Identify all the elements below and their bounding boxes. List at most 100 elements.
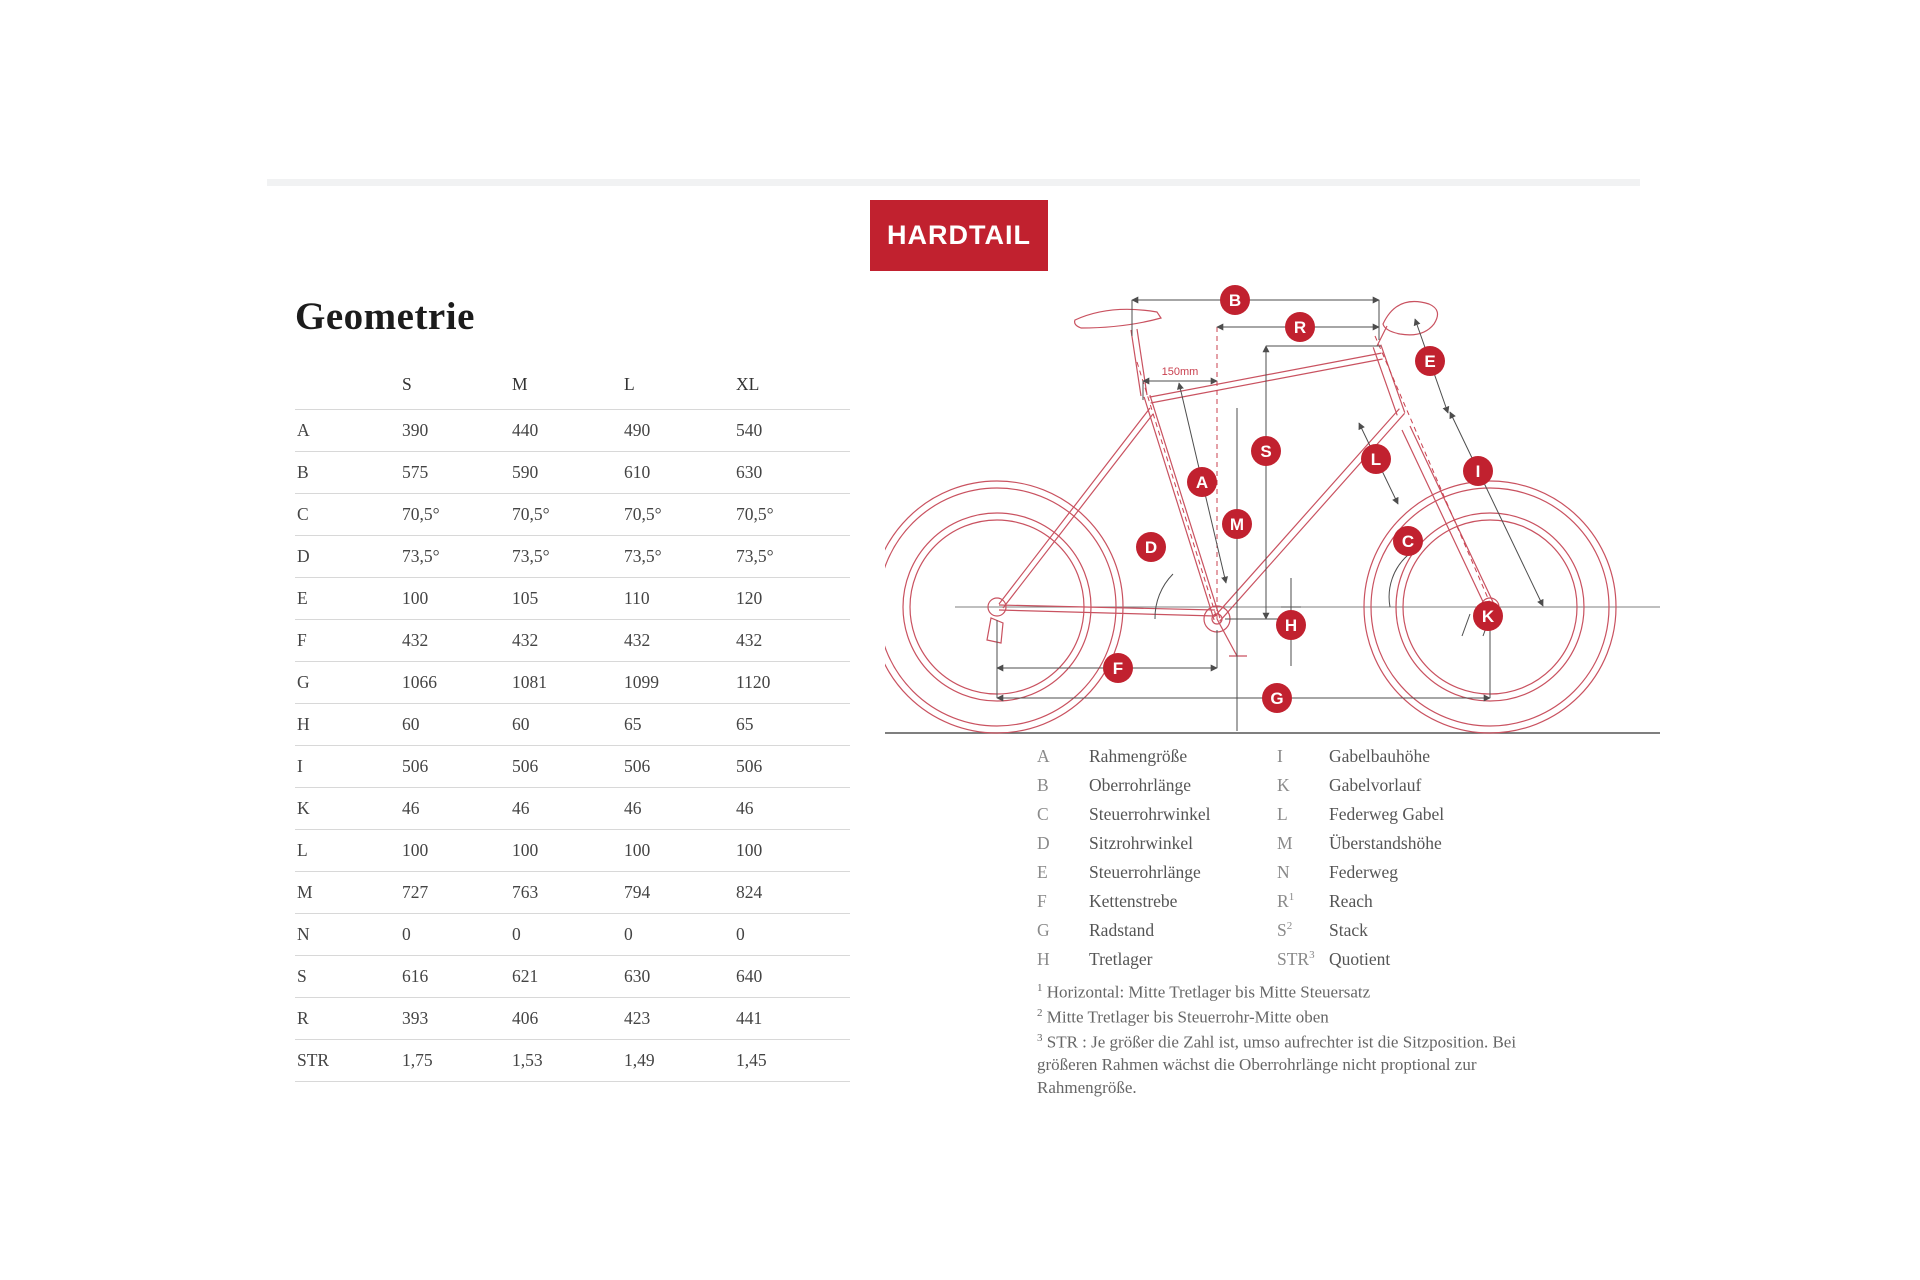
table-row: M 727 763 794 824 <box>295 871 850 914</box>
table-cell: 46 <box>734 787 850 830</box>
table-row: F 432 432 432 432 <box>295 619 850 662</box>
col-header-xl: XL <box>736 374 760 394</box>
table-cell: 630 <box>622 955 734 998</box>
footnote: 1 Horizontal: Mitte Tretlager bis Mitte … <box>1037 982 1371 1002</box>
row-label: A <box>295 409 400 452</box>
table-cell: 432 <box>734 619 850 662</box>
diagram-marker-L: L <box>1361 444 1391 474</box>
row-label: B <box>295 451 400 494</box>
table-row: H 60 60 65 65 <box>295 703 850 746</box>
table-cell: 46 <box>510 787 622 830</box>
footnote: 2 Mitte Tretlager bis Steuerrohr-Mitte o… <box>1037 1007 1329 1027</box>
table-cell: 610 <box>622 451 734 494</box>
row-label: I <box>295 745 400 788</box>
footnotes: 1 Horizontal: Mitte Tretlager bis Mitte … <box>1037 981 1529 1101</box>
svg-text:G: G <box>1270 689 1283 708</box>
table-cell: 432 <box>400 619 510 662</box>
legend-label: Rahmengröße <box>1089 746 1188 766</box>
legend-label: Quotient <box>1329 949 1391 969</box>
legend-key: F <box>1037 891 1047 911</box>
table-cell: 70,5° <box>400 493 510 536</box>
legend-item: B Oberrohrlänge <box>1037 775 1277 804</box>
table-cell: 1120 <box>734 661 850 704</box>
ground-lines <box>885 606 1660 734</box>
legend-label: Federweg <box>1329 862 1399 882</box>
legend-item: S2 Stack <box>1277 920 1517 949</box>
legend-item: D Sitzrohrwinkel <box>1037 833 1277 862</box>
diagram-marker-K: K <box>1473 601 1503 631</box>
table-cell: 70,5° <box>734 493 850 536</box>
legend-key: I <box>1277 746 1283 766</box>
legend-label: Stack <box>1329 920 1368 940</box>
legend-item: I Gabelbauhöhe <box>1277 746 1517 775</box>
table-row: R 393 406 423 441 <box>295 997 850 1040</box>
table-cell: 0 <box>734 913 850 956</box>
table-cell: 1,49 <box>622 1039 734 1082</box>
table-row: D 73,5° 73,5° 73,5° 73,5° <box>295 535 850 578</box>
legend-item: H Tretlager <box>1037 949 1277 978</box>
legend-label: Überstandshöhe <box>1329 833 1442 853</box>
row-label: STR <box>295 1039 400 1082</box>
svg-text:C: C <box>1402 532 1414 551</box>
geometry-table-body: A 390 440 490 540 B 575 590 610 630 C 70,5° 70,5° 70,… <box>295 409 850 1082</box>
diagram-marker-R: R <box>1285 312 1315 342</box>
table-cell: 1099 <box>622 661 734 704</box>
row-label: C <box>295 493 400 536</box>
legend-item: K Gabelvorlauf <box>1277 775 1517 804</box>
legend-label: Radstand <box>1089 920 1155 940</box>
svg-text:F: F <box>1113 659 1123 678</box>
table-cell: 506 <box>622 745 734 788</box>
table-cell: 73,5° <box>400 535 510 578</box>
table-cell: 0 <box>400 913 510 956</box>
diagram-marker-I: I <box>1463 456 1493 486</box>
legend-item: F Kettenstrebe <box>1037 891 1277 920</box>
legend-key: C <box>1037 804 1049 824</box>
legend-item: R1 Reach <box>1277 891 1517 920</box>
table-row: L 100 100 100 100 <box>295 829 850 872</box>
diagram-markers: B R E S A L I M D C H K F G <box>1103 285 1503 713</box>
table-cell: 70,5° <box>622 493 734 536</box>
legend-key: S2 <box>1277 920 1293 940</box>
legend-key: H <box>1037 949 1050 969</box>
row-label: S <box>295 955 400 998</box>
legend-item: G Radstand <box>1037 920 1277 949</box>
geometry-diagram: 150mm B R E S A L I M D C H K F G <box>885 285 1660 734</box>
legend-key: E <box>1037 862 1048 882</box>
svg-text:E: E <box>1424 352 1435 371</box>
diagram-marker-S: S <box>1251 436 1281 466</box>
table-row: A 390 440 490 540 <box>295 409 850 452</box>
legend-label: Sitzrohrwinkel <box>1089 833 1194 853</box>
legend-label: Federweg Gabel <box>1329 804 1445 824</box>
table-cell: 1,53 <box>510 1039 622 1082</box>
row-label: F <box>295 619 400 662</box>
bike-drawing <box>885 300 1617 734</box>
legend-key: B <box>1037 775 1049 795</box>
table-cell: 1066 <box>400 661 510 704</box>
table-cell: 506 <box>734 745 850 788</box>
table-cell: 60 <box>510 703 622 746</box>
page-title: Geometrie <box>295 295 475 339</box>
legend-item: C Steuerrohrwinkel <box>1037 804 1277 833</box>
table-cell: 640 <box>734 955 850 998</box>
legend-key: R1 <box>1277 891 1295 911</box>
legend-right: I Gabelbauhöhe K Gabelvorlauf L Federweg Gabe… <box>1277 746 1517 978</box>
table-cell: 0 <box>510 913 622 956</box>
table-cell: 824 <box>734 871 850 914</box>
table-cell: 46 <box>400 787 510 830</box>
top-divider <box>267 179 1640 186</box>
table-cell: 432 <box>622 619 734 662</box>
row-label: G <box>295 661 400 704</box>
svg-text:K: K <box>1482 607 1495 626</box>
table-cell: 630 <box>734 451 850 494</box>
table-cell: 110 <box>622 577 734 620</box>
table-row: G 1066 1081 1099 1120 <box>295 661 850 704</box>
table-cell: 441 <box>734 997 850 1040</box>
diagram-marker-D: D <box>1136 532 1166 562</box>
table-row: E 100 105 110 120 <box>295 577 850 620</box>
table-cell: 65 <box>622 703 734 746</box>
hardtail-badge: HARDTAIL <box>870 200 1048 271</box>
table-cell: 575 <box>400 451 510 494</box>
table-cell: 406 <box>510 997 622 1040</box>
